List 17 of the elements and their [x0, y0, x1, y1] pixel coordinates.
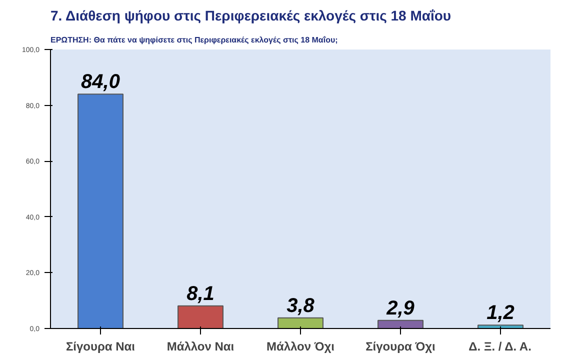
x-tick-label: Δ. Ξ. / Δ. Α.	[468, 340, 532, 354]
data-label: 84,0	[81, 71, 120, 94]
data-label: 8,1	[186, 282, 214, 305]
bar	[478, 324, 524, 328]
bar	[178, 305, 224, 328]
bar	[278, 317, 324, 328]
data-label: 3,8	[286, 294, 316, 317]
bar	[378, 320, 424, 328]
x-tick-label: Μάλλον Όχι	[266, 340, 335, 354]
x-tick-label: Μάλλον Ναι	[166, 340, 234, 354]
data-label: 1,2	[486, 302, 514, 324]
data-label: 2,9	[386, 297, 416, 320]
x-tick-label: Σίγουρα Όχι	[366, 340, 436, 354]
bar	[78, 94, 124, 328]
x-tick-label: Σίγουρα Ναι	[66, 340, 136, 354]
chart-subtitle: ΕΡΩΤΗΣΗ: Θα πάτε να ψηφίσετε στις Περιφερειακές εκλογές στις 18 Μαΐου;	[50, 36, 338, 44]
chart-title: 7. Διάθεση ψήφου στις Περιφερειακές εκλογές στις 18 Μαΐου	[50, 8, 452, 24]
